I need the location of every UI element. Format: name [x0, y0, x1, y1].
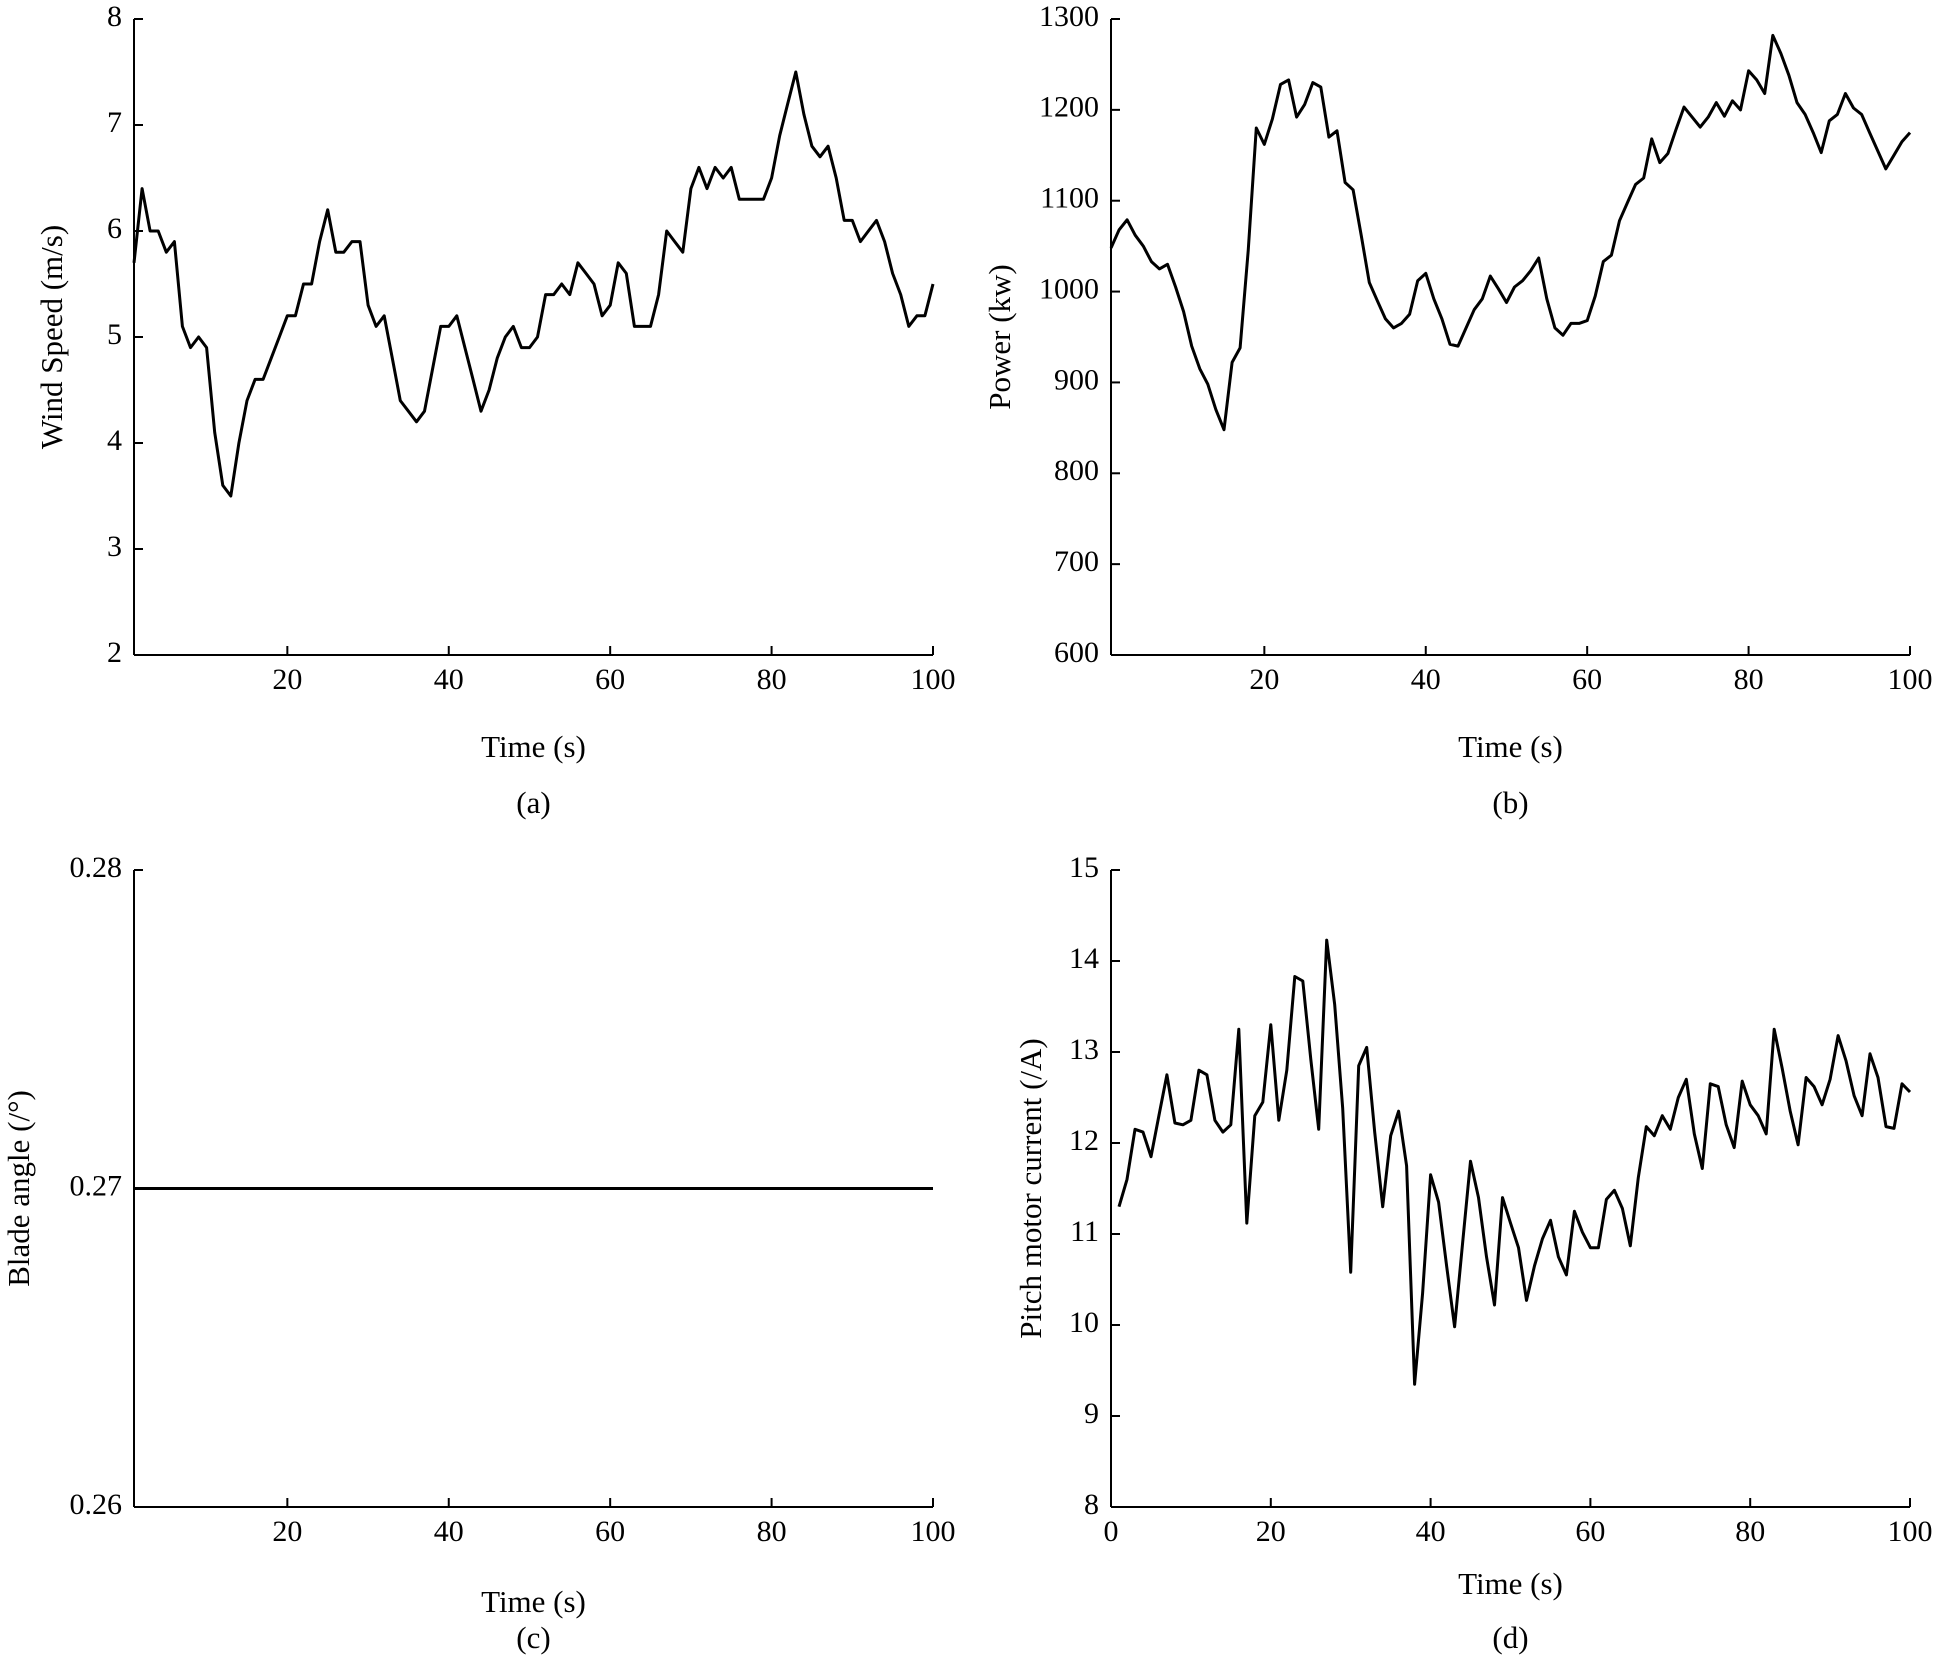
- y-tick-label: 4: [107, 424, 122, 457]
- y-tick-label: 10: [1069, 1306, 1099, 1339]
- chart-panel-d: 8 9 10 11 12 13 14 15 0 20 40 60 80 100 Time (s) Pitch …: [1013, 851, 1932, 1655]
- y-tick-label: 5: [107, 318, 122, 351]
- panel-caption: (a): [516, 785, 550, 820]
- x-tick-label: 100: [911, 663, 956, 696]
- x-tick-label: 20: [1249, 663, 1279, 696]
- series-line-pitch-motor-current: [1117, 938, 1912, 1386]
- panel-caption: (b): [1492, 785, 1528, 820]
- x-tick-label: 20: [272, 663, 302, 696]
- x-tick-label: 80: [1734, 663, 1764, 696]
- y-tick-label: 600: [1054, 636, 1099, 669]
- panel-caption: (d): [1492, 1620, 1528, 1655]
- x-tick-label: 80: [757, 663, 787, 696]
- y-tick-label: 3: [107, 530, 122, 563]
- panel-caption: (c): [516, 1620, 550, 1655]
- x-tick-label: 40: [434, 1515, 464, 1548]
- x-axis-label: Time (s): [1458, 729, 1563, 764]
- y-axis-label: Power (kw): [982, 264, 1017, 410]
- x-tick-label: 60: [1575, 1515, 1605, 1548]
- y-tick-label: 13: [1069, 1033, 1099, 1066]
- y-tick-label: 0.28: [70, 851, 123, 884]
- x-axis-label: Time (s): [1458, 1566, 1563, 1601]
- x-tick-label: 100: [1888, 1515, 1933, 1548]
- y-tick-label: 11: [1070, 1215, 1099, 1248]
- x-tick-label: 80: [1735, 1515, 1765, 1548]
- y-tick-label: 900: [1054, 363, 1099, 396]
- chart-panel-a: 2 3 4 5 6 7 8 20 40 60 80 100 Time (s) Wind Speed (m/…: [34, 0, 955, 820]
- y-tick-label: 700: [1054, 545, 1099, 578]
- y-tick-label: 0.26: [70, 1488, 123, 1521]
- x-tick-label: 100: [1888, 663, 1933, 696]
- y-tick-label: 8: [107, 0, 122, 33]
- x-tick-label: 40: [434, 663, 464, 696]
- chart-panel-b: 600 700 800 900 1000 1100 1200 1300 20 40 60 80 100 T…: [982, 0, 1932, 820]
- y-tick-label: 2: [107, 636, 122, 669]
- y-tick-label: 0.27: [70, 1169, 123, 1202]
- chart-panel-c: 0.26 0.27 0.28 20 40 60 80 100 Time (s) Blade ang…: [1, 851, 955, 1655]
- x-tick-label: 80: [757, 1515, 787, 1548]
- x-axis-label: Time (s): [481, 1584, 586, 1619]
- y-tick-label: 7: [107, 106, 122, 139]
- series-line-power: [1109, 33, 1912, 432]
- y-tick-label: 1300: [1039, 0, 1099, 33]
- y-tick-label: 15: [1069, 851, 1099, 884]
- y-tick-label: 1000: [1039, 272, 1099, 305]
- x-tick-label: 40: [1416, 1515, 1446, 1548]
- x-tick-label: 100: [911, 1515, 956, 1548]
- x-axis-label: Time (s): [481, 729, 586, 764]
- y-tick-label: 1100: [1040, 182, 1099, 215]
- y-axis-label: Wind Speed (m/s): [34, 225, 69, 449]
- x-tick-label: 20: [1256, 1515, 1286, 1548]
- y-tick-label: 1200: [1039, 91, 1099, 124]
- x-tick-label: 60: [595, 663, 625, 696]
- x-tick-label: 40: [1411, 663, 1441, 696]
- x-tick-label: 60: [595, 1515, 625, 1548]
- y-axis-label: Blade angle (/°): [1, 1090, 36, 1287]
- x-tick-label: 20: [272, 1515, 302, 1548]
- y-tick-label: 8: [1084, 1488, 1099, 1521]
- x-tick-label: 0: [1104, 1515, 1119, 1548]
- x-tick-label: 60: [1572, 663, 1602, 696]
- y-tick-label: 12: [1069, 1124, 1099, 1157]
- y-tick-label: 6: [107, 212, 122, 245]
- series-line-wind-speed: [132, 70, 935, 498]
- y-tick-label: 9: [1084, 1397, 1099, 1430]
- y-axis-label: Pitch motor current (/A): [1013, 1038, 1048, 1338]
- y-tick-label: 800: [1054, 454, 1099, 487]
- y-tick-label: 14: [1069, 942, 1099, 975]
